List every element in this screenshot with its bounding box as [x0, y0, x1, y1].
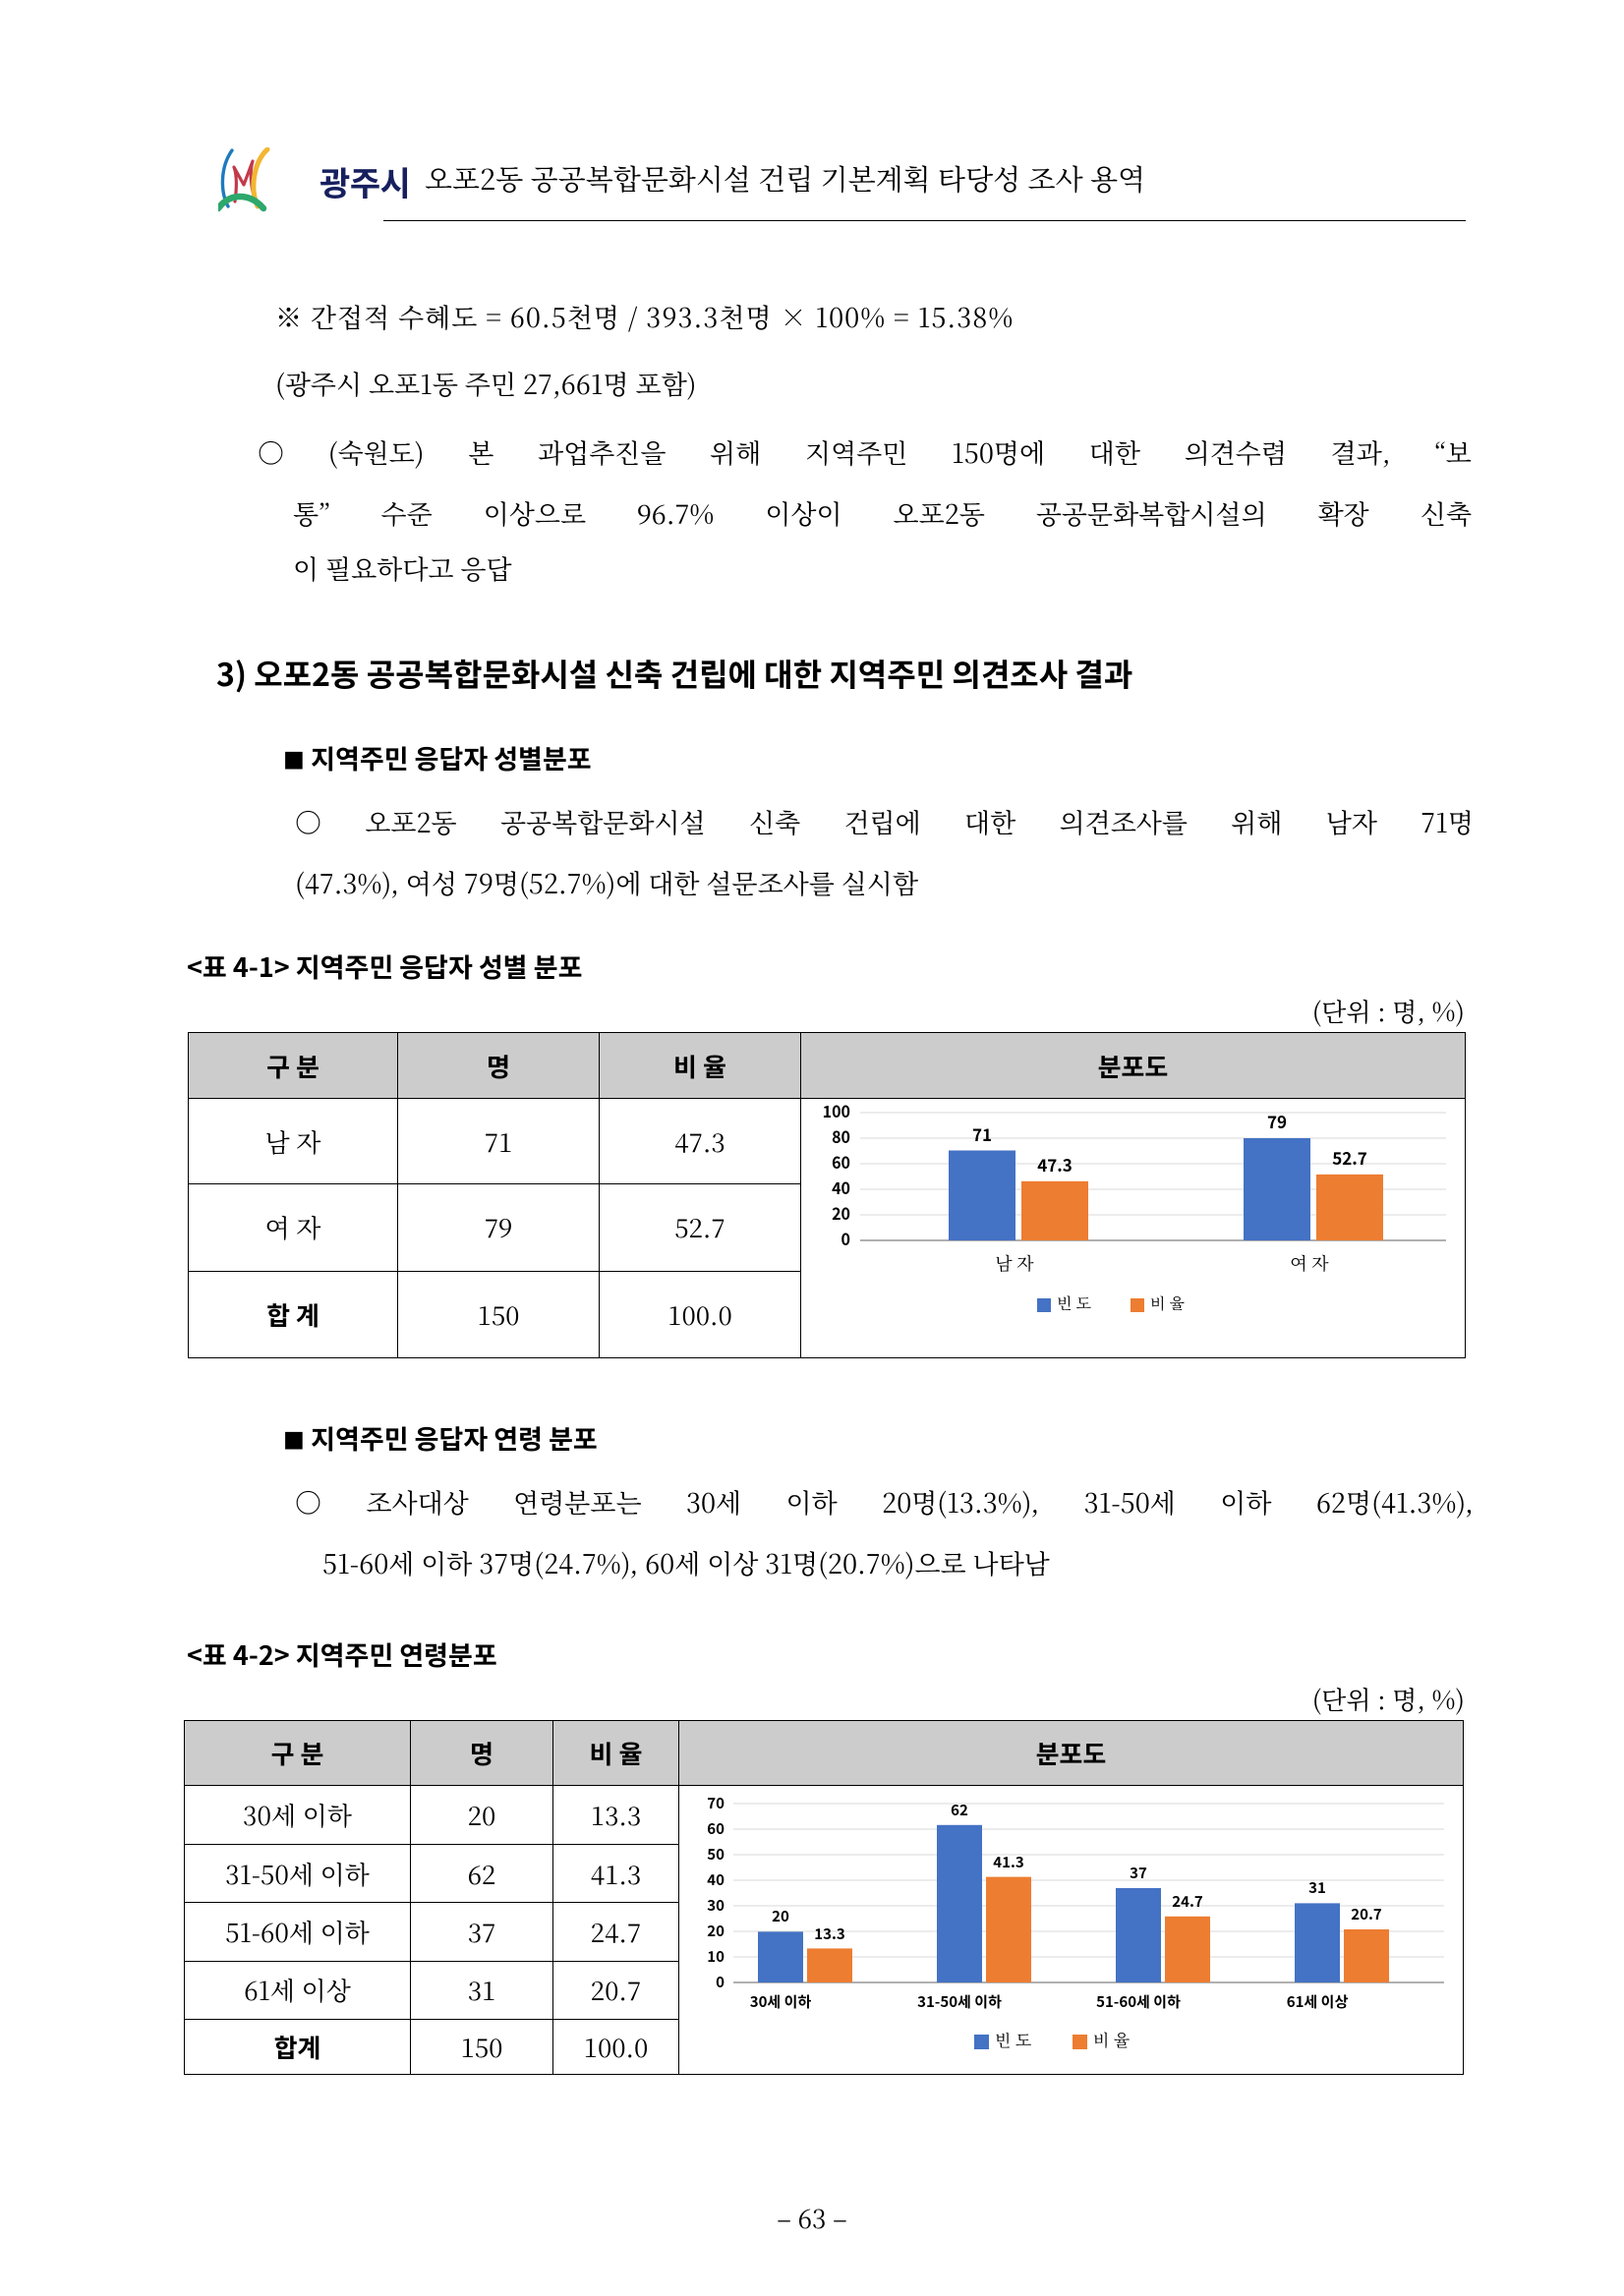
- svg-text:30세 이하: 30세 이하: [750, 1991, 812, 2012]
- svg-text:71: 71: [972, 1121, 992, 1146]
- svg-text:37: 37: [1130, 1863, 1147, 1883]
- svg-text:60: 60: [832, 1150, 850, 1174]
- svg-text:24.7: 24.7: [1172, 1891, 1203, 1912]
- svg-text:비 율: 비 율: [1150, 1292, 1186, 1314]
- svg-text:50: 50: [707, 1844, 725, 1865]
- svg-text:남 자: 남 자: [995, 1250, 1034, 1276]
- svg-text:빈 도: 빈 도: [1057, 1292, 1092, 1314]
- svg-text:40: 40: [707, 1869, 725, 1890]
- svg-text:60: 60: [707, 1818, 725, 1839]
- svg-text:41.3: 41.3: [993, 1852, 1024, 1872]
- svg-text:40: 40: [832, 1176, 850, 1199]
- svg-text:20: 20: [832, 1201, 850, 1225]
- svg-text:20.7: 20.7: [1351, 1904, 1382, 1924]
- svg-text:47.3: 47.3: [1037, 1152, 1073, 1177]
- svg-text:여 자: 여 자: [1290, 1250, 1329, 1276]
- svg-text:100: 100: [823, 1099, 850, 1122]
- svg-text:0: 0: [841, 1227, 850, 1250]
- svg-text:31: 31: [1308, 1877, 1326, 1898]
- svg-text:61세 이상: 61세 이상: [1287, 1991, 1349, 2012]
- svg-text:30: 30: [707, 1895, 725, 1916]
- svg-text:비 율: 비 율: [1093, 2027, 1131, 2051]
- svg-text:79: 79: [1267, 1109, 1287, 1133]
- svg-text:13.3: 13.3: [814, 1923, 845, 1944]
- svg-text:70: 70: [707, 1793, 725, 1813]
- svg-text:20: 20: [707, 1921, 725, 1941]
- svg-text:52.7: 52.7: [1332, 1145, 1367, 1170]
- svg-text:20: 20: [772, 1906, 789, 1926]
- svg-text:10: 10: [707, 1946, 725, 1967]
- svg-text:0: 0: [716, 1972, 725, 1992]
- svg-text:빈 도: 빈 도: [995, 2027, 1032, 2051]
- svg-text:80: 80: [832, 1124, 850, 1148]
- svg-text:31-50세 이하: 31-50세 이하: [917, 1991, 1002, 2012]
- svg-text:51-60세 이하: 51-60세 이하: [1096, 1991, 1181, 2012]
- svg-text:62: 62: [951, 1800, 968, 1820]
